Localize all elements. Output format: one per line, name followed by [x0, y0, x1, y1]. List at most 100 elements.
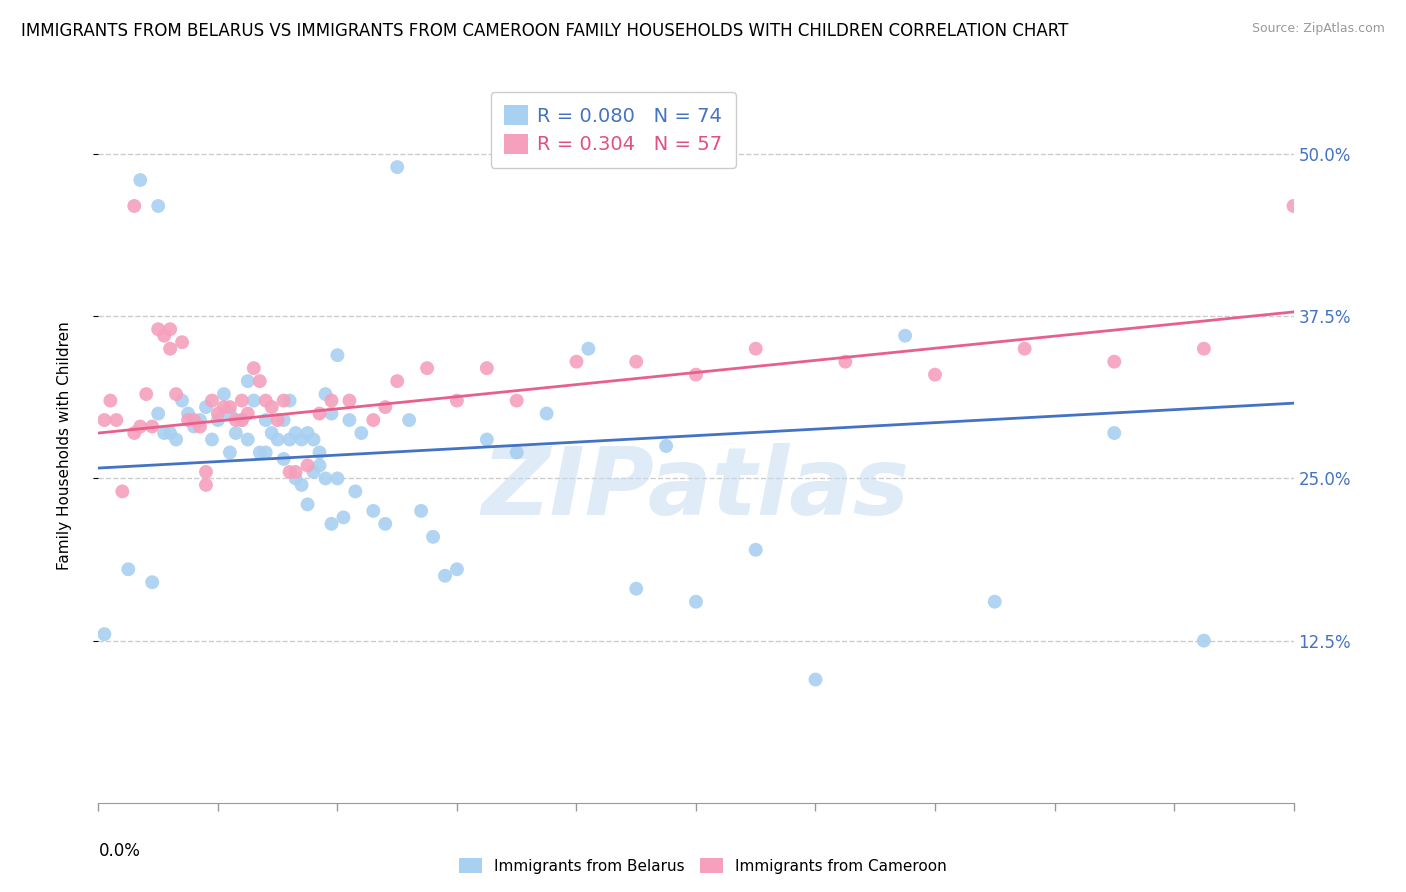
- Point: [207, 407, 229, 421]
- Point: [626, 582, 648, 596]
- Point: [278, 433, 301, 447]
- Point: [278, 393, 301, 408]
- Point: [284, 425, 307, 440]
- Point: [834, 354, 856, 368]
- Point: [207, 413, 229, 427]
- Point: [655, 439, 678, 453]
- Point: [1192, 342, 1215, 356]
- Point: [398, 413, 420, 427]
- Point: [159, 322, 181, 336]
- Point: [291, 433, 314, 447]
- Point: [117, 562, 139, 576]
- Point: [1192, 633, 1215, 648]
- Point: [422, 530, 444, 544]
- Point: [177, 413, 200, 427]
- Point: [363, 504, 385, 518]
- Point: [254, 413, 277, 427]
- Point: [894, 328, 917, 343]
- Point: [506, 393, 529, 408]
- Point: [201, 393, 224, 408]
- Point: [446, 393, 468, 408]
- Point: [332, 510, 354, 524]
- Point: [1104, 354, 1126, 368]
- Point: [344, 484, 367, 499]
- Point: [243, 361, 266, 376]
- Point: [249, 374, 271, 388]
- Point: [363, 413, 385, 427]
- Point: [273, 452, 295, 467]
- Point: [231, 413, 253, 427]
- Point: [350, 425, 373, 440]
- Point: [219, 445, 242, 459]
- Y-axis label: Family Households with Children: Family Households with Children: [58, 322, 72, 570]
- Point: [153, 328, 176, 343]
- Point: [536, 407, 558, 421]
- Point: [434, 568, 457, 582]
- Text: Source: ZipAtlas.com: Source: ZipAtlas.com: [1251, 22, 1385, 36]
- Point: [273, 413, 295, 427]
- Point: [291, 478, 314, 492]
- Point: [98, 393, 122, 408]
- Point: [273, 393, 295, 408]
- Point: [124, 425, 146, 440]
- Point: [411, 504, 433, 518]
- Point: [924, 368, 946, 382]
- Point: [236, 433, 259, 447]
- Point: [212, 387, 235, 401]
- Point: [231, 413, 253, 427]
- Point: [374, 400, 396, 414]
- Point: [243, 393, 266, 408]
- Point: [236, 374, 259, 388]
- Point: [148, 322, 170, 336]
- Point: [1282, 199, 1305, 213]
- Point: [183, 419, 205, 434]
- Point: [308, 458, 330, 473]
- Point: [578, 342, 600, 356]
- Point: [315, 387, 337, 401]
- Point: [321, 393, 343, 408]
- Point: [278, 465, 301, 479]
- Point: [804, 673, 827, 687]
- Point: [188, 419, 211, 434]
- Point: [148, 199, 170, 213]
- Point: [446, 562, 468, 576]
- Point: [475, 361, 498, 376]
- Point: [339, 413, 361, 427]
- Point: [212, 400, 235, 414]
- Point: [249, 445, 271, 459]
- Point: [254, 393, 277, 408]
- Point: [111, 484, 134, 499]
- Point: [188, 413, 211, 427]
- Point: [297, 497, 319, 511]
- Point: [308, 445, 330, 459]
- Point: [385, 160, 409, 174]
- Text: ZIPatlas: ZIPatlas: [482, 442, 910, 535]
- Point: [148, 407, 170, 421]
- Point: [172, 393, 194, 408]
- Point: [385, 374, 409, 388]
- Point: [302, 465, 325, 479]
- Point: [93, 627, 115, 641]
- Point: [93, 413, 115, 427]
- Point: [745, 342, 768, 356]
- Point: [260, 425, 283, 440]
- Point: [236, 407, 259, 421]
- Legend: R = 0.080   N = 74, R = 0.304   N = 57: R = 0.080 N = 74, R = 0.304 N = 57: [491, 92, 735, 168]
- Text: 0.0%: 0.0%: [98, 842, 141, 860]
- Point: [339, 393, 361, 408]
- Point: [321, 516, 343, 531]
- Point: [475, 433, 498, 447]
- Point: [172, 335, 194, 350]
- Point: [129, 173, 152, 187]
- Point: [141, 575, 163, 590]
- Point: [565, 354, 588, 368]
- Point: [984, 595, 1007, 609]
- Point: [284, 465, 307, 479]
- Point: [195, 400, 218, 414]
- Point: [626, 354, 648, 368]
- Point: [159, 425, 181, 440]
- Point: [315, 471, 337, 485]
- Point: [183, 413, 205, 427]
- Point: [685, 368, 707, 382]
- Point: [302, 433, 325, 447]
